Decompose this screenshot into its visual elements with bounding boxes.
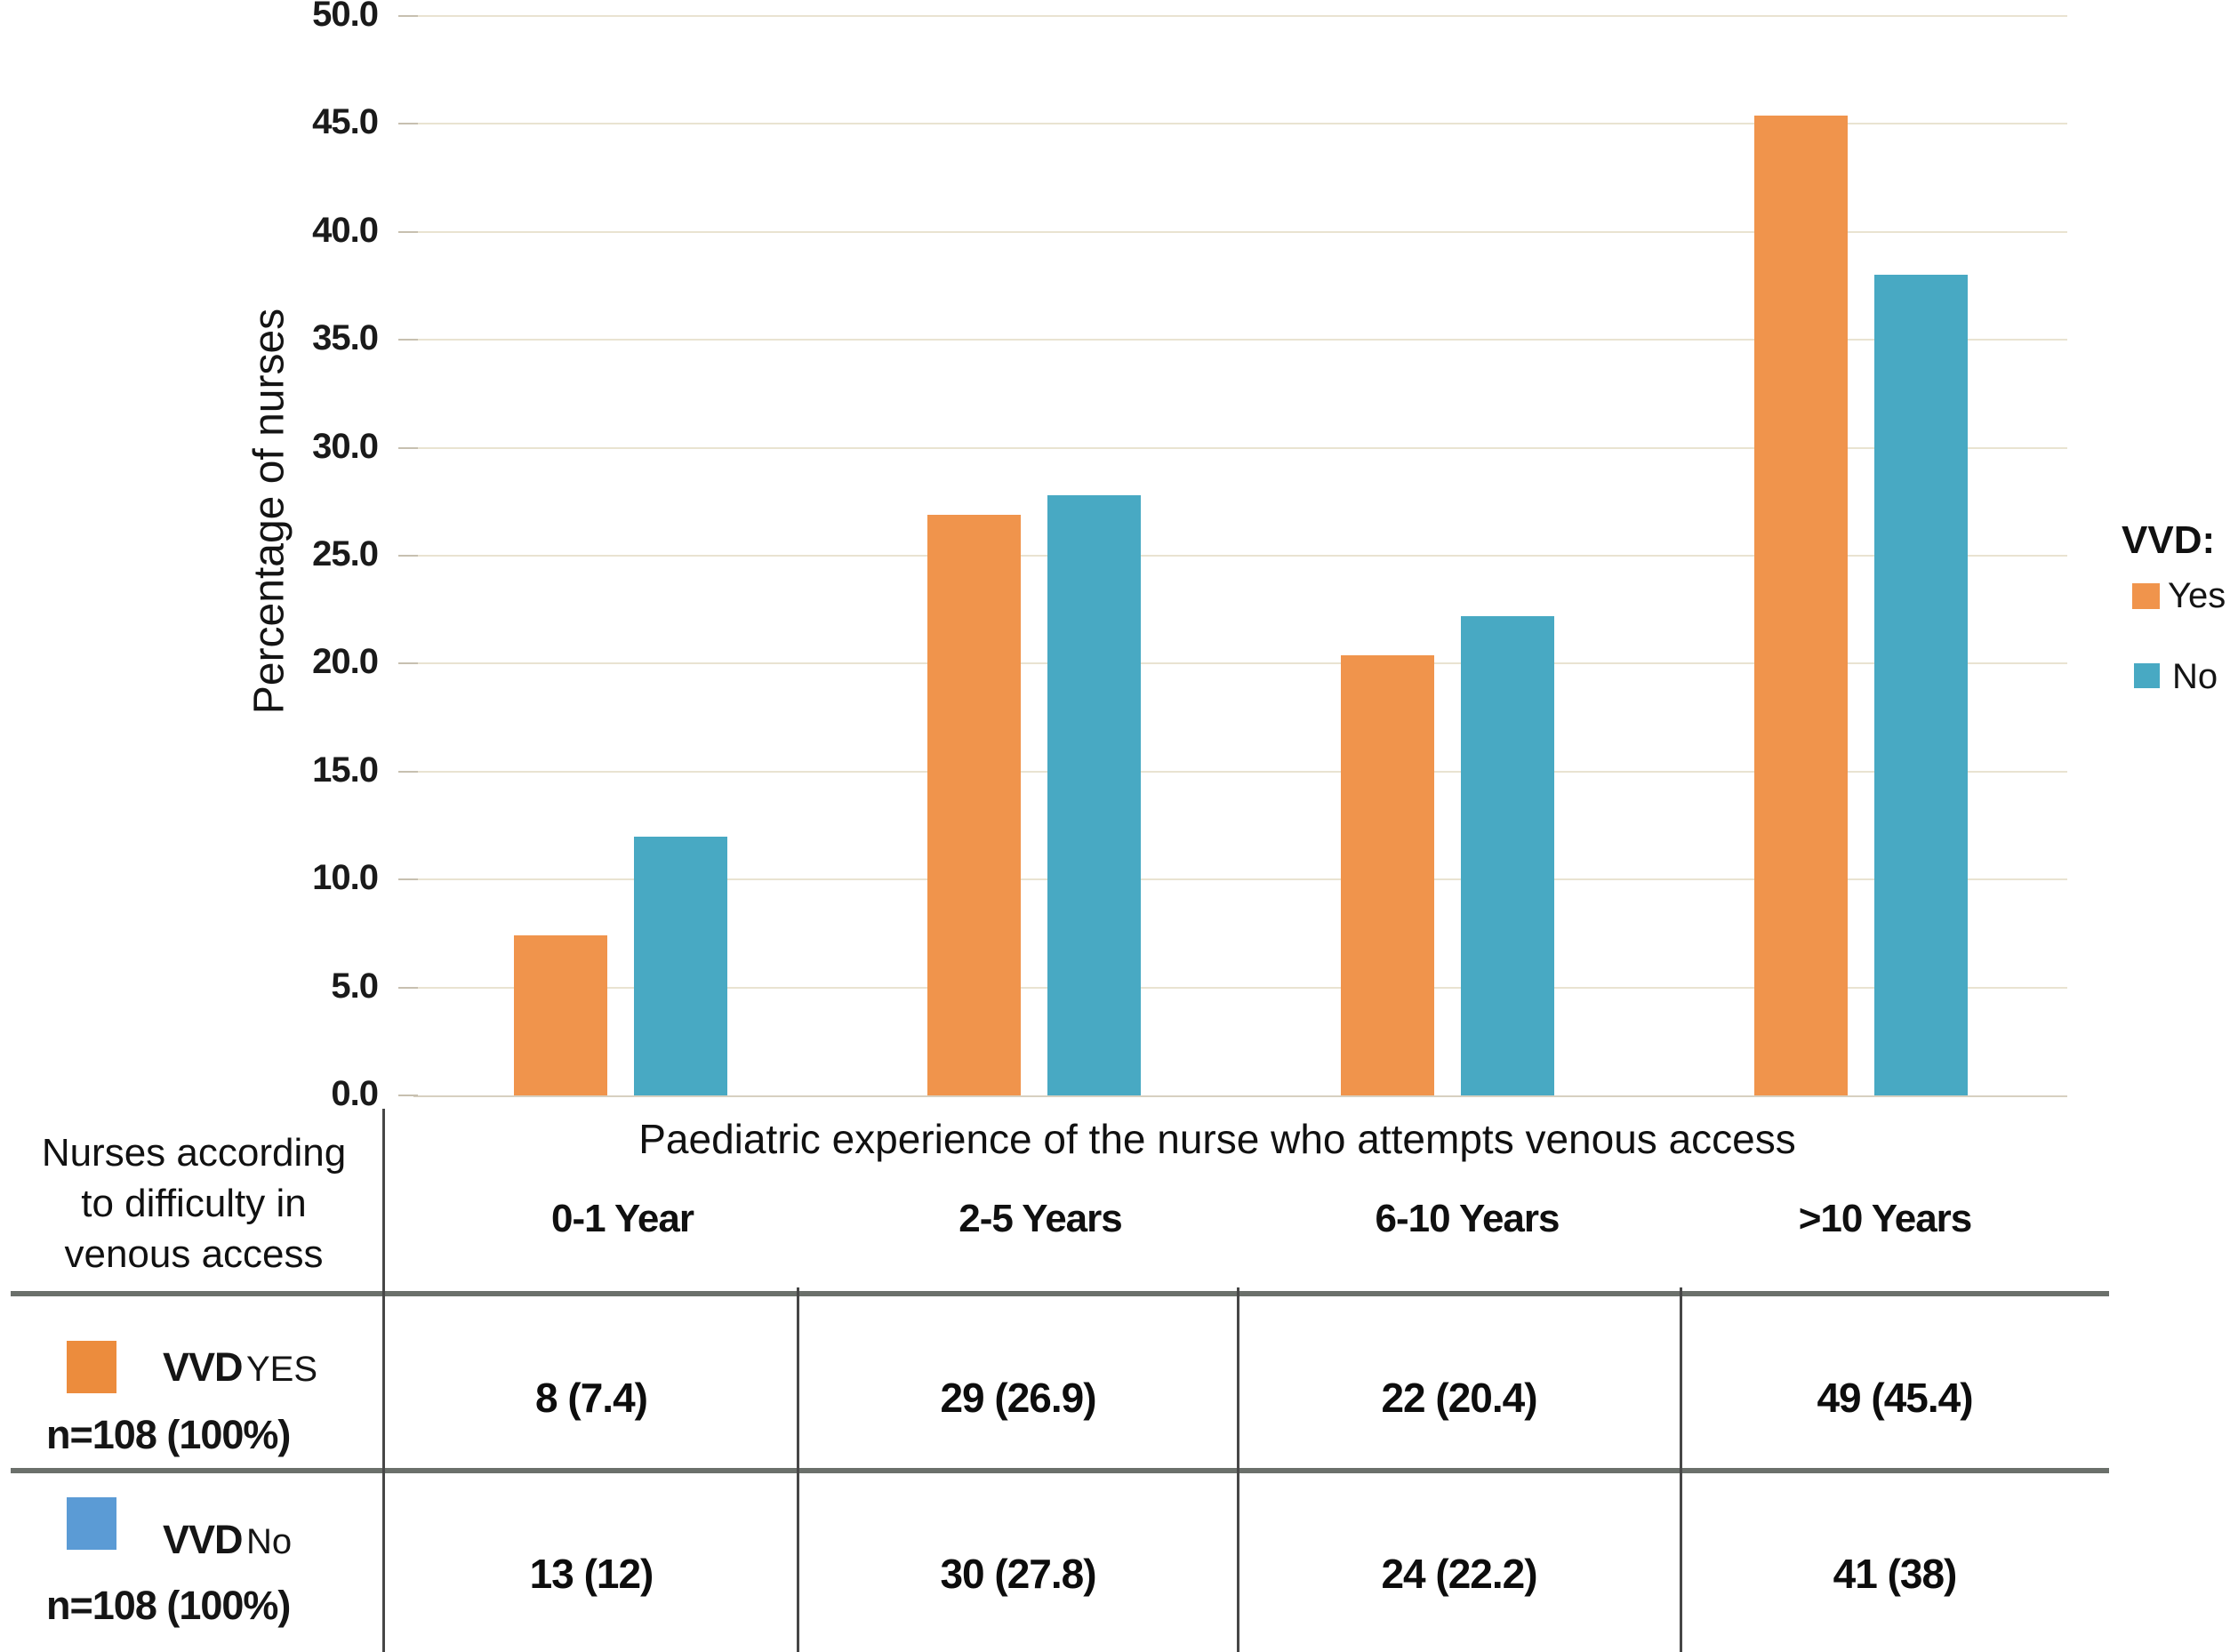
table-rule-top: [11, 1291, 2109, 1296]
y-axis-tickmark: [398, 878, 418, 881]
stub-header-line-2: to difficulty in: [81, 1182, 307, 1225]
stub-header-line-3: venous access: [64, 1232, 324, 1276]
table-cell-r2c1: 13 (12): [529, 1551, 654, 1597]
y-tick-label: 30.0: [312, 426, 379, 466]
y-axis-tickmark: [398, 986, 418, 989]
y-tick-label: 0.0: [331, 1074, 379, 1113]
row-n-label: n=108 (100%): [46, 1583, 291, 1628]
y-axis-tickmark: [398, 15, 418, 17]
gridline-40.0: [413, 230, 2067, 233]
table-cell-r2c4: 41 (38): [1833, 1551, 1958, 1597]
row-label-main: VVD: [163, 1517, 244, 1562]
table-column-divider-3: [1680, 1287, 1682, 1652]
y-tick-label: 40.0: [312, 210, 379, 250]
table-cell-r1c2: 29 (26.9): [940, 1375, 1096, 1421]
y-tick-label: 10.0: [312, 858, 379, 898]
column-header-4: >10 Years: [1798, 1197, 1973, 1240]
row-label-sub: No: [245, 1522, 293, 1561]
table-stub-divider: [382, 1109, 385, 1652]
legend-swatch-no: [2134, 663, 2160, 688]
legend-label-yes: Yes: [2168, 576, 2226, 615]
row-label: VVD YES: [163, 1344, 317, 1391]
gridline-15.0: [413, 770, 2067, 773]
y-tick-label: 45.0: [312, 102, 379, 142]
table-cell-r1c4: 49 (45.4): [1817, 1375, 1973, 1421]
gridline-35.0: [413, 339, 2067, 341]
bar-no-0-1 Year: [633, 836, 727, 1095]
y-tick-label: 35.0: [312, 318, 379, 358]
table-column-divider-2: [1237, 1287, 1239, 1652]
y-axis-tickmark: [398, 662, 418, 665]
table-column-divider-1: [797, 1287, 799, 1652]
y-axis-tickmark: [398, 555, 418, 557]
legend-swatch-yes: [2132, 583, 2160, 609]
gridline-30.0: [413, 446, 2067, 449]
bar-yes-6-10 Years: [1340, 654, 1434, 1095]
y-tick-label: 20.0: [312, 642, 379, 682]
y-tick-label: 50.0: [312, 0, 379, 34]
gridline-50.0: [413, 15, 2067, 17]
x-axis-baseline: [413, 1095, 2067, 1097]
legend-title: VVD:: [2122, 518, 2216, 562]
table-rule-middle: [11, 1468, 2109, 1473]
y-tick-label: 25.0: [312, 534, 379, 573]
gridline-10.0: [413, 878, 2067, 881]
table-stub-header: Nurses according to difficulty in venous…: [7, 1127, 381, 1279]
bar-yes->10 Years: [1753, 115, 1848, 1095]
y-tick-label: 5.0: [331, 966, 379, 1006]
y-tick-label: 15.0: [312, 750, 379, 790]
bar-yes-2-5 Years: [926, 514, 1021, 1095]
row-swatch-no: [67, 1497, 116, 1550]
column-header-3: 6-10 Years: [1375, 1197, 1560, 1240]
x-axis-title: Paediatric experience of the nurse who a…: [638, 1116, 1796, 1162]
row-label-sub: YES: [245, 1350, 318, 1389]
column-header-1: 0-1 Year: [550, 1197, 694, 1240]
y-axis-tickmark: [398, 230, 418, 233]
row-swatch-yes: [67, 1341, 116, 1393]
stub-header-line-1: Nurses according: [41, 1131, 347, 1175]
bar-no-6-10 Years: [1460, 615, 1554, 1095]
y-axis-tickmark: [398, 446, 418, 449]
gridline-20.0: [413, 662, 2067, 665]
row-label: VVD No: [163, 1517, 292, 1563]
table-cell-r1c1: 8 (7.4): [535, 1375, 648, 1421]
y-axis-tickmark: [398, 123, 418, 125]
bar-no->10 Years: [1873, 275, 1968, 1095]
y-axis-tickmark: [398, 1095, 418, 1096]
bar-yes-0-1 Year: [513, 935, 607, 1095]
legend-label-no: No: [2172, 657, 2218, 696]
row-n-label: n=108 (100%): [46, 1412, 291, 1457]
gridline-5.0: [413, 986, 2067, 989]
gridline-25.0: [413, 555, 2067, 557]
y-axis-tickmark: [398, 339, 418, 341]
row-label-main: VVD: [163, 1344, 244, 1390]
gridline-45.0: [413, 123, 2067, 125]
table-cell-r2c3: 24 (22.2): [1381, 1551, 1537, 1597]
table-cell-r2c2: 30 (27.8): [940, 1551, 1096, 1597]
y-axis-tickmark: [398, 770, 418, 773]
table-cell-r1c3: 22 (20.4): [1381, 1375, 1537, 1421]
bar-no-2-5 Years: [1047, 495, 1141, 1095]
column-header-2: 2-5 Years: [959, 1197, 1122, 1240]
